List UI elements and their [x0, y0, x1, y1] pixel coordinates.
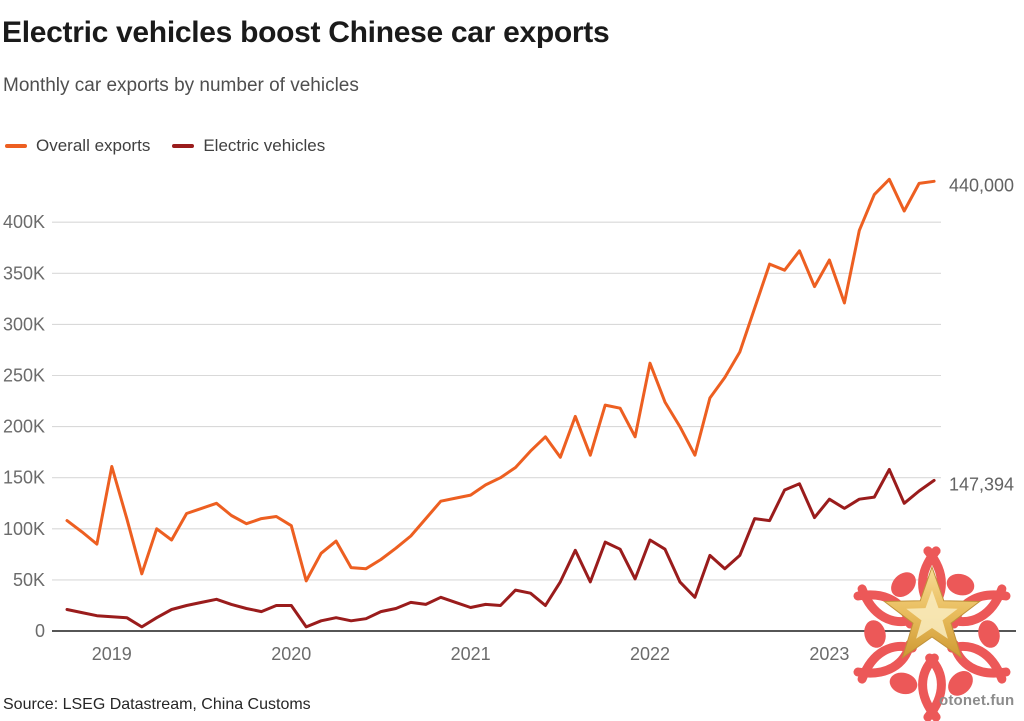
- watermark-logo: [853, 546, 1011, 721]
- watermark-text: otonet.fun: [939, 692, 1015, 709]
- overall-exports-swatch: [5, 144, 27, 148]
- electric-vehicles-end-label: 147,394: [949, 474, 1014, 494]
- y-tick-label: 50K: [13, 570, 45, 590]
- x-tick-label: 2019: [92, 644, 132, 664]
- y-tick-label: 150K: [3, 468, 45, 488]
- x-tick-label: 2021: [451, 644, 491, 664]
- legend-item-overall-exports: Overall exports: [5, 136, 150, 156]
- y-tick-label: 350K: [3, 263, 45, 283]
- y-tick-label: 200K: [3, 417, 45, 437]
- x-tick-label: 2023: [809, 644, 849, 664]
- overall-exports-line: [65, 177, 936, 583]
- logo-figure-ring: [853, 546, 1011, 721]
- y-tick-label: 300K: [3, 314, 45, 334]
- legend-label-electric-vehicles: Electric vehicles: [203, 136, 326, 155]
- y-tick-label: 0: [35, 621, 45, 641]
- y-tick-label: 400K: [3, 212, 45, 232]
- y-tick-label: 100K: [3, 519, 45, 539]
- x-tick-label: 2022: [630, 644, 670, 664]
- legend-label-overall-exports: Overall exports: [36, 136, 151, 155]
- gold-star-icon: [882, 565, 982, 659]
- legend: Overall exports Electric vehicles: [5, 136, 325, 156]
- source-note: Source: LSEG Datastream, China Customs: [3, 696, 311, 713]
- electric-vehicles-line: [65, 468, 936, 629]
- chart-title: Electric vehicles boost Chinese car expo…: [2, 16, 610, 49]
- y-tick-label: 250K: [3, 366, 45, 386]
- overall-exports-end-label: 440,000: [949, 175, 1014, 195]
- legend-item-electric-vehicles: Electric vehicles: [172, 136, 325, 156]
- x-tick-label: 2020: [271, 644, 311, 664]
- chart-subtitle: Monthly car exports by number of vehicle…: [3, 75, 359, 96]
- electric-vehicles-swatch: [172, 144, 195, 148]
